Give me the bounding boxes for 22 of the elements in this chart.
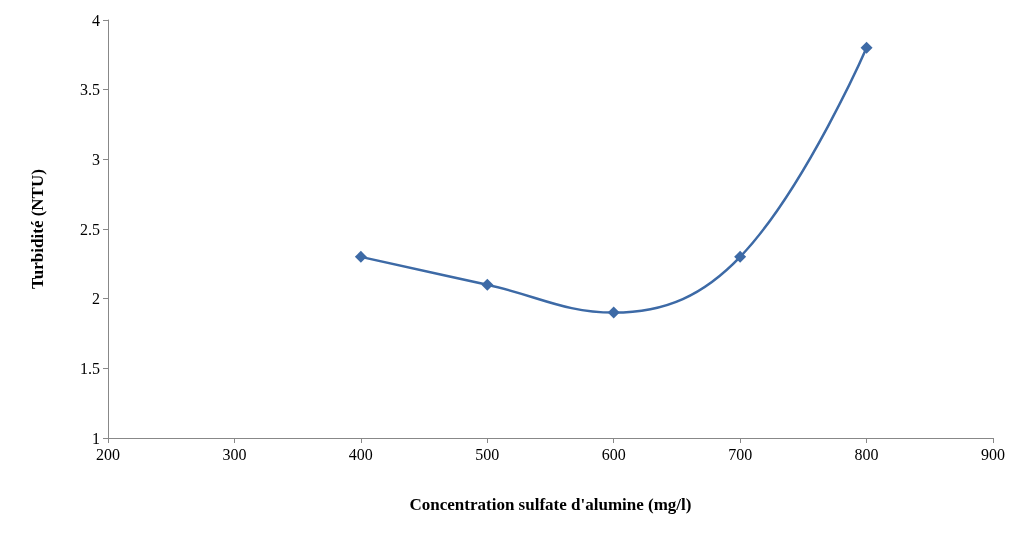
point: [607, 306, 620, 319]
y-tick-label: 4: [92, 11, 100, 29]
x-tick-label: 200: [96, 445, 120, 463]
x-tick-label: 700: [728, 445, 753, 463]
y-tick-label: 3.5: [80, 81, 100, 99]
x-tick-label: 600: [601, 445, 626, 463]
point: [481, 278, 494, 291]
y-tick-label: 2: [92, 290, 100, 308]
point: [860, 41, 873, 54]
x-tick-label: 400: [348, 445, 373, 463]
point: [734, 250, 747, 263]
y-tick-label: 3: [92, 150, 100, 168]
y-tick-label: 1.5: [80, 359, 100, 377]
y-tick-label: 1: [92, 429, 100, 447]
x-tick-label: 900: [981, 445, 1005, 463]
x-axis-title: Concentration sulfate d'alumine (mg/l): [409, 495, 692, 514]
x-tick-label: 300: [222, 445, 247, 463]
point: [354, 250, 367, 263]
x-tick-label: 800: [854, 445, 879, 463]
y-axis-title: Turbidité (NTU): [28, 169, 47, 289]
y-tick-label: 2.5: [80, 220, 100, 238]
x-tick-label: 500: [475, 445, 500, 463]
